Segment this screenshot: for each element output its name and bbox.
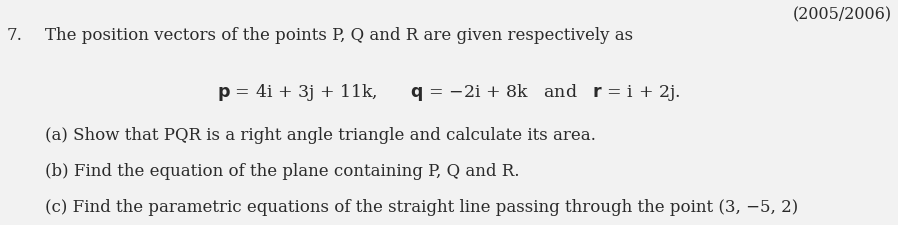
Text: The position vectors of the points P, Q and R are given respectively as: The position vectors of the points P, Q …	[45, 27, 633, 44]
Text: $\mathbf{p}$ = 4i + 3j + 11k,      $\mathbf{q}$ = −2i + 8k   and   $\mathbf{r}$ : $\mathbf{p}$ = 4i + 3j + 11k, $\mathbf{q…	[217, 82, 681, 103]
Text: (a) Show that PQR is a right angle triangle and calculate its area.: (a) Show that PQR is a right angle trian…	[45, 127, 595, 144]
Text: 7.: 7.	[6, 27, 22, 44]
Text: (c) Find the parametric equations of the straight line passing through the point: (c) Find the parametric equations of the…	[45, 199, 798, 216]
Text: (2005/2006): (2005/2006)	[793, 7, 892, 24]
Text: (b) Find the equation of the plane containing P, Q and R.: (b) Find the equation of the plane conta…	[45, 163, 519, 180]
